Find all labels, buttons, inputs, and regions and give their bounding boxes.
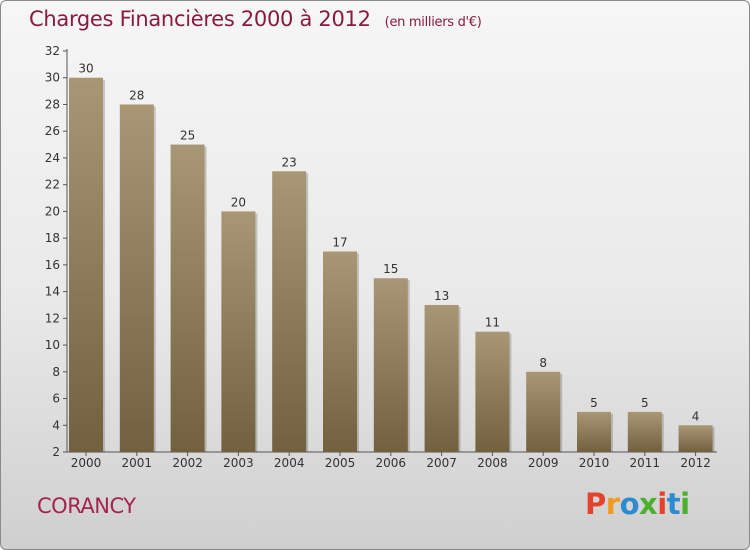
bar-2012 (678, 425, 713, 452)
bar-2009 (526, 371, 561, 452)
bar-2003 (221, 211, 256, 452)
bar-value-label: 11 (485, 316, 500, 330)
x-tick-label: 2002 (172, 456, 203, 470)
logo-letter: i (657, 487, 667, 521)
x-tick-label: 2011 (630, 456, 661, 470)
y-tick-label: 16 (45, 258, 60, 272)
bar-value-label: 25 (180, 129, 195, 143)
x-tick-label: 2003 (223, 456, 254, 470)
logo-letter: o (619, 487, 640, 521)
bar-2007 (424, 304, 459, 452)
logo-letter: x (639, 487, 658, 521)
logo-letter: P (585, 487, 606, 521)
city-name: CORANCY (37, 494, 136, 518)
bar-2005 (323, 251, 357, 452)
x-tick-label: 2000 (71, 456, 102, 470)
bar-2001 (119, 104, 154, 452)
logo-letter: r (605, 487, 620, 521)
y-tick-label: 30 (45, 71, 60, 85)
x-tick-label: 2004 (274, 456, 305, 470)
x-tick-label: 2005 (325, 456, 356, 470)
y-tick-label: 8 (52, 365, 60, 379)
bar-value-label: 13 (434, 289, 449, 303)
y-tick-label: 24 (45, 151, 60, 165)
y-tick-label: 22 (45, 178, 60, 192)
bar-2002 (170, 144, 205, 453)
bar-value-label: 23 (282, 155, 297, 169)
bar-2011 (627, 411, 662, 452)
bar-value-label: 17 (332, 236, 347, 250)
bar-2000 (69, 77, 103, 452)
x-tick-label: 2001 (122, 456, 153, 470)
bar-2008 (475, 331, 510, 452)
bars (69, 77, 715, 453)
logo-letter: i (680, 487, 690, 521)
y-tick-label: 32 (45, 44, 60, 58)
y-tick-label: 2 (52, 445, 60, 459)
x-tick-label: 2012 (680, 456, 711, 470)
bar-value-label: 4 (692, 409, 700, 423)
y-tick-label: 4 (52, 418, 60, 432)
bar-value-label: 5 (590, 396, 598, 410)
bar-2010 (577, 411, 611, 452)
x-tick-label: 2009 (528, 456, 559, 470)
data-labels: 30 28 25 20 23 17 15 13 11 8 5 5 4 (78, 62, 699, 424)
x-tick-label: 2008 (477, 456, 508, 470)
chart-title-text: Charges Financières 2000 à 2012 (29, 7, 371, 31)
bar-value-label: 20 (231, 195, 246, 209)
bar-value-label: 5 (641, 396, 649, 410)
bar-value-label: 8 (539, 356, 547, 370)
x-tick-label: 2006 (376, 456, 407, 470)
y-tick-label: 12 (45, 311, 60, 325)
chart-title: Charges Financières 2000 à 2012 (en milli… (29, 7, 482, 31)
x-tick-label: 2010 (579, 456, 610, 470)
proxiti-logo[interactable]: Proxiti (585, 487, 690, 521)
bar-2004 (272, 171, 307, 453)
bar-value-label: 15 (383, 262, 398, 276)
bar-2006 (373, 278, 408, 452)
y-tick-label: 14 (45, 285, 60, 299)
y-tick-label: 28 (45, 97, 60, 111)
y-tick-label: 20 (45, 204, 60, 218)
y-tick-label: 6 (52, 392, 60, 406)
x-tick-label: 2007 (426, 456, 457, 470)
bar-value-label: 28 (129, 88, 144, 102)
y-tick-label: 18 (45, 231, 60, 245)
bar-value-label: 30 (78, 62, 93, 76)
y-tick-label: 10 (45, 338, 60, 352)
y-tick-label: 26 (45, 124, 60, 138)
chart-subtitle: (en milliers d'€) (384, 15, 482, 30)
x-axis: 2000 2001 2002 2003 2004 2005 2006 2007 2008 2009… (67, 451, 717, 470)
logo-letter: t (666, 487, 681, 521)
